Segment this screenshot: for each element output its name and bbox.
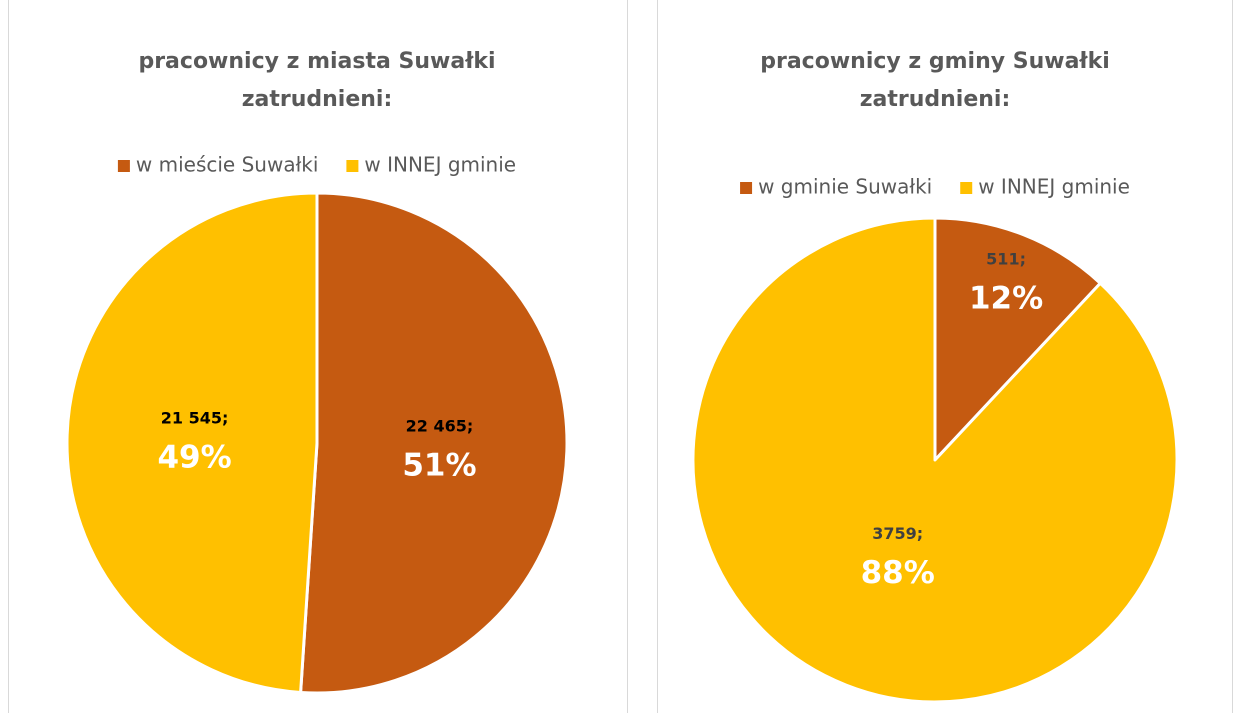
chart-title: zatrudnieni: <box>242 87 393 112</box>
value-label: 3759; <box>872 524 923 543</box>
legend-label: w INNEJ gminie <box>978 175 1130 199</box>
pie-slice <box>691 216 1179 704</box>
percent-label: 12% <box>969 280 1043 316</box>
value-label: 511; <box>986 249 1026 268</box>
legend-swatch <box>740 182 753 194</box>
legend-label: w gminie Suwałki <box>758 175 932 199</box>
percent-label: 49% <box>157 439 231 475</box>
value-label: 21 545; <box>161 408 229 427</box>
legend-label: w INNEJ gminie <box>364 153 516 177</box>
chart-title: pracownicy z miasta Suwałki <box>138 49 495 74</box>
pie-slice <box>299 191 569 695</box>
legend-swatch <box>346 160 359 172</box>
value-label: 22 465; <box>406 417 474 436</box>
percent-label: 51% <box>402 448 476 484</box>
legend-swatch <box>960 182 973 194</box>
pie-slice <box>933 216 1102 462</box>
panel-border <box>657 0 1233 713</box>
legend-label: w mieście Suwałki <box>136 153 319 177</box>
pie-slice <box>65 191 319 694</box>
chart-title: zatrudnieni: <box>860 87 1011 112</box>
panel-border <box>8 0 628 713</box>
legend-swatch <box>117 160 130 172</box>
chart-title: pracownicy z gminy Suwałki <box>760 49 1110 74</box>
percent-label: 88% <box>861 555 935 591</box>
